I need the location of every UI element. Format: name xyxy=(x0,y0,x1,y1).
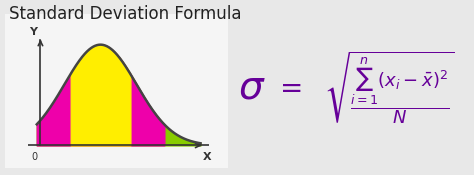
Text: Y: Y xyxy=(29,27,37,37)
Text: X: X xyxy=(202,152,211,162)
Text: $=$: $=$ xyxy=(274,74,302,102)
Text: Standard Deviation Formula: Standard Deviation Formula xyxy=(9,5,242,23)
Text: 0: 0 xyxy=(31,152,37,162)
Text: $\sqrt{\dfrac{\sum_{i=1}^{n}(x_i - \bar{x})^2}{N}}$: $\sqrt{\dfrac{\sum_{i=1}^{n}(x_i - \bar{… xyxy=(324,49,455,126)
Text: $\sigma$: $\sigma$ xyxy=(238,68,265,107)
